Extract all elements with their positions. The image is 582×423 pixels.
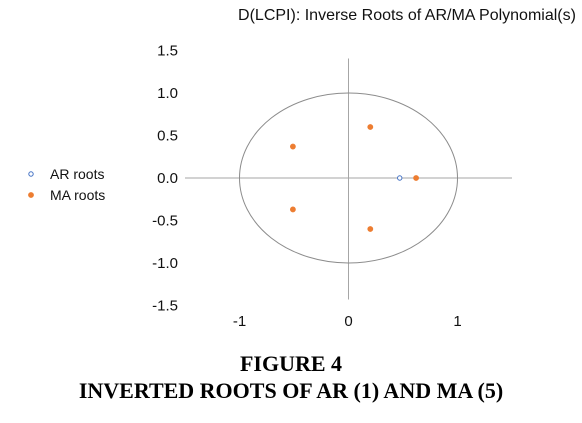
figure-caption: FIGURE 4 INVERTED ROOTS OF AR (1) AND MA… — [0, 350, 582, 404]
y-tick-label: 1.0 — [157, 85, 178, 102]
ma-root-point — [290, 206, 296, 213]
y-tick-label: -1.0 — [152, 255, 178, 272]
x-tick-label: -1 — [233, 313, 246, 330]
legend: AR roots MA roots — [28, 166, 105, 203]
ma-root-point — [413, 175, 419, 181]
x-tick-label: 0 — [344, 313, 352, 330]
legend-marker — [28, 171, 34, 177]
ma-root-point — [367, 226, 374, 232]
ma-root-point — [290, 143, 296, 150]
y-tick-label: 1.5 — [157, 43, 178, 60]
x-tick-label: 1 — [453, 313, 461, 330]
y-tick-label: 0.0 — [157, 170, 178, 187]
y-tick-label: 0.5 — [157, 128, 178, 145]
legend-marker — [28, 192, 34, 198]
y-tick-label: -0.5 — [152, 213, 178, 230]
legend-label: AR roots — [50, 166, 104, 182]
ar-root-point — [397, 175, 403, 181]
unit-circle — [239, 92, 458, 264]
y-tick-label: -1.5 — [152, 298, 178, 315]
legend-label: MA roots — [50, 187, 105, 203]
chart-title: D(LCPI): Inverse Roots of AR/MA Polynomi… — [238, 7, 576, 24]
ma-root-point — [367, 124, 374, 130]
figure-number: FIGURE 4 — [239, 351, 343, 376]
figure-description: INVERTED ROOTS OF AR (1) AND MA (5) — [78, 378, 504, 403]
roots-chart: D(LCPI): Inverse Roots of AR/MA Polynomi… — [28, 7, 576, 330]
